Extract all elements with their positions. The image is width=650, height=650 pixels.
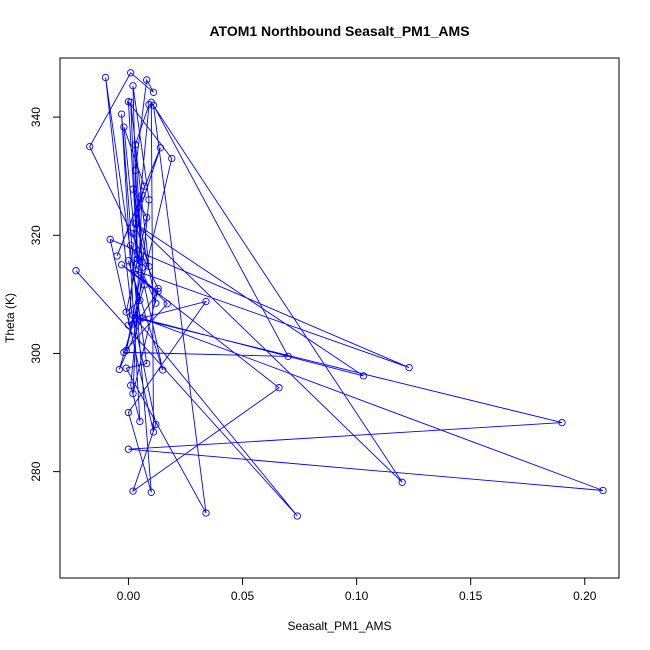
data-point [133,259,142,268]
data-point [136,296,144,304]
data-point [138,264,146,272]
data-point [120,348,128,356]
data-point [124,408,133,417]
data-point [127,241,135,249]
data-point [117,110,126,118]
data-point [115,365,123,374]
data-point [168,154,176,163]
data-point [138,258,146,266]
data-point [129,487,137,495]
data-point [152,299,160,307]
data-point [72,267,80,275]
data-point [398,478,406,486]
data-point [145,196,153,204]
data-point [143,213,151,222]
data-point [129,320,137,328]
x-axis: 0.00 0.05 0.10 0.15 0.20 [117,578,597,603]
data-point [202,509,210,517]
data-point [129,185,137,193]
data-point [284,352,292,361]
data-point [117,261,126,269]
data-point [131,267,139,275]
series-line [75,72,604,517]
x-tick-label: 0.10 [345,589,369,603]
y-tick-label: 320 [29,225,43,245]
data-point [129,82,137,90]
data-point [275,384,283,392]
y-tick-label: 280 [29,461,43,481]
data-point [124,445,133,453]
data-point [143,76,151,84]
data-point [145,101,153,109]
x-tick-label: 0.15 [459,589,483,603]
data-point [405,363,413,372]
data-point [138,191,146,199]
y-axis: 280 300 320 340 [29,107,60,482]
data-point [149,101,158,109]
data-point [138,314,146,322]
data-point [122,308,130,316]
data-point [86,142,94,151]
data-point [136,417,144,426]
data-point [113,252,121,260]
data-point [122,364,130,372]
plot-frame [59,57,620,579]
data-point [131,219,139,228]
data-point [159,366,167,374]
data-point [129,311,137,319]
data-point [129,389,137,398]
data-point [124,257,133,265]
data-point [131,141,139,149]
data-point [599,486,607,495]
data-point [149,88,158,96]
data-point [140,281,149,289]
data-point [147,488,155,496]
data-point [156,144,165,152]
data-point [293,512,301,520]
data-point [149,428,158,436]
data-point [136,314,144,322]
y-tick-label: 340 [29,107,43,127]
y-tick-label: 300 [29,343,43,363]
x-axis-title: Seasalt_PM1_AMS [287,619,391,633]
data-point [140,182,149,190]
data-point [359,372,368,380]
data-point [152,420,160,429]
data-point [202,297,210,306]
y-axis-title: Theta (K) [3,293,17,343]
data-point [122,346,130,355]
data-point [127,69,135,77]
data-point [106,235,114,244]
data-point [154,284,162,293]
data-point [101,73,110,82]
data-point [143,359,151,368]
chart-title: ATOM1 Northbound Seasalt_PM1_AMS [209,23,469,39]
data-point [558,418,566,427]
data-points [72,69,607,520]
data-point [127,98,135,106]
data-point [154,287,162,296]
data-point [129,229,137,238]
data-point [131,166,139,174]
x-tick-label: 0.00 [117,589,141,603]
data-point [145,262,153,271]
data-point [163,300,171,308]
x-tick-label: 0.05 [231,589,255,603]
data-point [124,321,133,329]
x-tick-label: 0.20 [573,589,597,603]
data-point [120,123,128,131]
data-point [127,381,135,390]
